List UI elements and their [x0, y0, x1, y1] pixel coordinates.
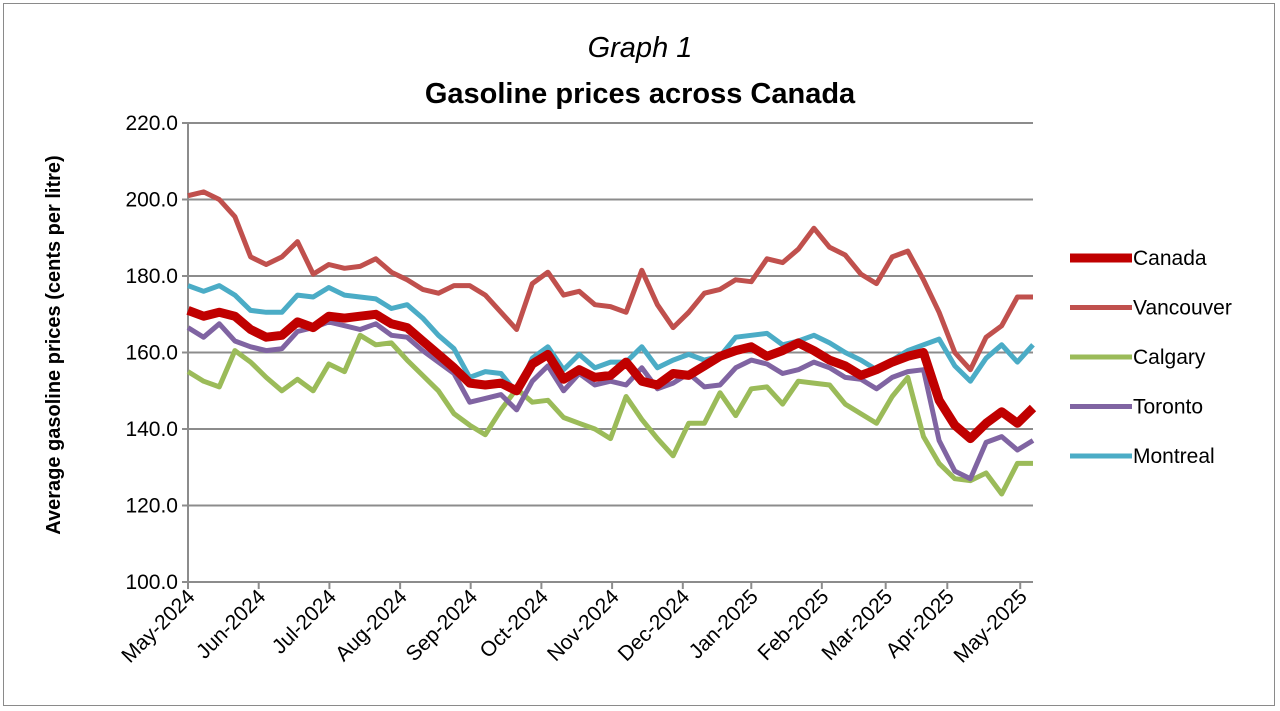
x-tick-label: Sep-2024 [402, 585, 483, 666]
series-line-toronto [186, 319, 1035, 482]
series-line-calgary [186, 332, 1033, 497]
y-tick-label: 120.0 [125, 495, 178, 518]
x-tick-label: May-2025 [949, 585, 1031, 667]
y-tick-label: 160.0 [125, 342, 178, 365]
chart-title: Gasoline prices across Canada [425, 78, 856, 110]
chart-container [3, 3, 1275, 706]
chart-title-line1: Graph 1 [588, 32, 693, 64]
x-tick-label: Dec-2024 [614, 585, 695, 666]
x-tick-label: Aug-2024 [331, 585, 412, 666]
series-line-canada [186, 306, 1037, 444]
legend-label-calgary: Calgary [1133, 346, 1206, 369]
y-axis-label: Average gasoline prices (cents per litre… [43, 155, 65, 534]
legend-label-montreal: Montreal [1133, 445, 1215, 468]
x-tick-label: Jun-2024 [192, 585, 270, 663]
y-tick-label: 140.0 [125, 418, 178, 441]
x-tick-label: Jan-2025 [685, 585, 763, 663]
legend-label-vancouver: Vancouver [1133, 297, 1232, 320]
x-tick-label: Nov-2024 [543, 585, 624, 666]
y-tick-label: 180.0 [125, 265, 178, 288]
y-tick-label: 100.0 [125, 571, 178, 594]
x-tick-label: Mar-2025 [817, 585, 897, 665]
x-tick-label: Apr-2025 [881, 585, 958, 662]
y-tick-label: 200.0 [125, 189, 178, 212]
legend-label-canada: Canada [1133, 247, 1207, 270]
y-tick-label: 220.0 [125, 112, 178, 135]
series-line-vancouver [187, 189, 1033, 373]
legend-label-toronto: Toronto [1133, 396, 1203, 419]
x-tick-label: Jul-2024 [268, 585, 341, 658]
x-tick-label: Oct-2024 [476, 585, 554, 663]
x-tick-label: May-2024 [117, 585, 200, 668]
